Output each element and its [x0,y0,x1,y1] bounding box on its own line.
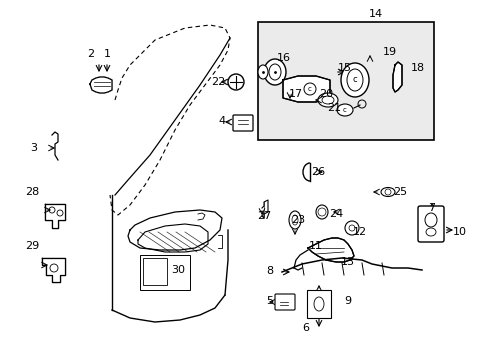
Text: 25: 25 [392,187,406,197]
Text: 28: 28 [25,187,39,197]
Text: 2: 2 [87,49,94,59]
Text: 17: 17 [288,89,303,99]
Text: 8: 8 [266,266,273,276]
Text: 10: 10 [452,227,466,237]
Polygon shape [392,62,401,92]
Text: 16: 16 [276,53,290,63]
Ellipse shape [264,59,285,85]
Ellipse shape [317,93,337,107]
FancyBboxPatch shape [274,294,294,310]
Text: 4: 4 [218,116,225,126]
FancyBboxPatch shape [232,115,252,131]
Ellipse shape [258,65,267,79]
Bar [142,258,167,285]
FancyBboxPatch shape [306,290,330,318]
Text: 12: 12 [352,227,366,237]
Circle shape [227,74,244,90]
Text: 11: 11 [308,241,323,251]
Ellipse shape [380,188,394,197]
Polygon shape [42,258,65,282]
Text: 1: 1 [103,49,110,59]
Text: 22: 22 [210,77,224,87]
Text: 5: 5 [266,296,273,306]
Text: 6: 6 [302,323,309,333]
Text: c: c [352,76,357,85]
Text: 14: 14 [368,9,382,19]
Text: 7: 7 [427,203,435,213]
Text: 21: 21 [326,103,340,113]
Text: 18: 18 [410,63,424,73]
Text: 30: 30 [171,265,184,275]
Ellipse shape [315,205,327,219]
Bar [140,255,190,290]
Text: c: c [343,107,346,113]
Text: 27: 27 [256,211,270,221]
Text: 20: 20 [318,89,332,99]
Text: 29: 29 [25,241,39,251]
Ellipse shape [340,63,368,97]
Ellipse shape [336,104,352,116]
Text: 23: 23 [290,215,305,225]
Polygon shape [283,76,329,102]
Text: c: c [307,86,311,92]
Ellipse shape [288,211,301,229]
Polygon shape [307,238,353,262]
Text: 26: 26 [310,167,325,177]
Text: 9: 9 [344,296,351,306]
Polygon shape [90,77,112,93]
Bar [258,22,433,140]
FancyBboxPatch shape [417,206,443,242]
Text: 13: 13 [340,257,354,267]
Text: 15: 15 [337,63,351,73]
Text: 3: 3 [30,143,38,153]
Polygon shape [45,204,65,228]
Circle shape [345,221,358,235]
Text: 19: 19 [382,47,396,57]
Text: 24: 24 [328,209,343,219]
